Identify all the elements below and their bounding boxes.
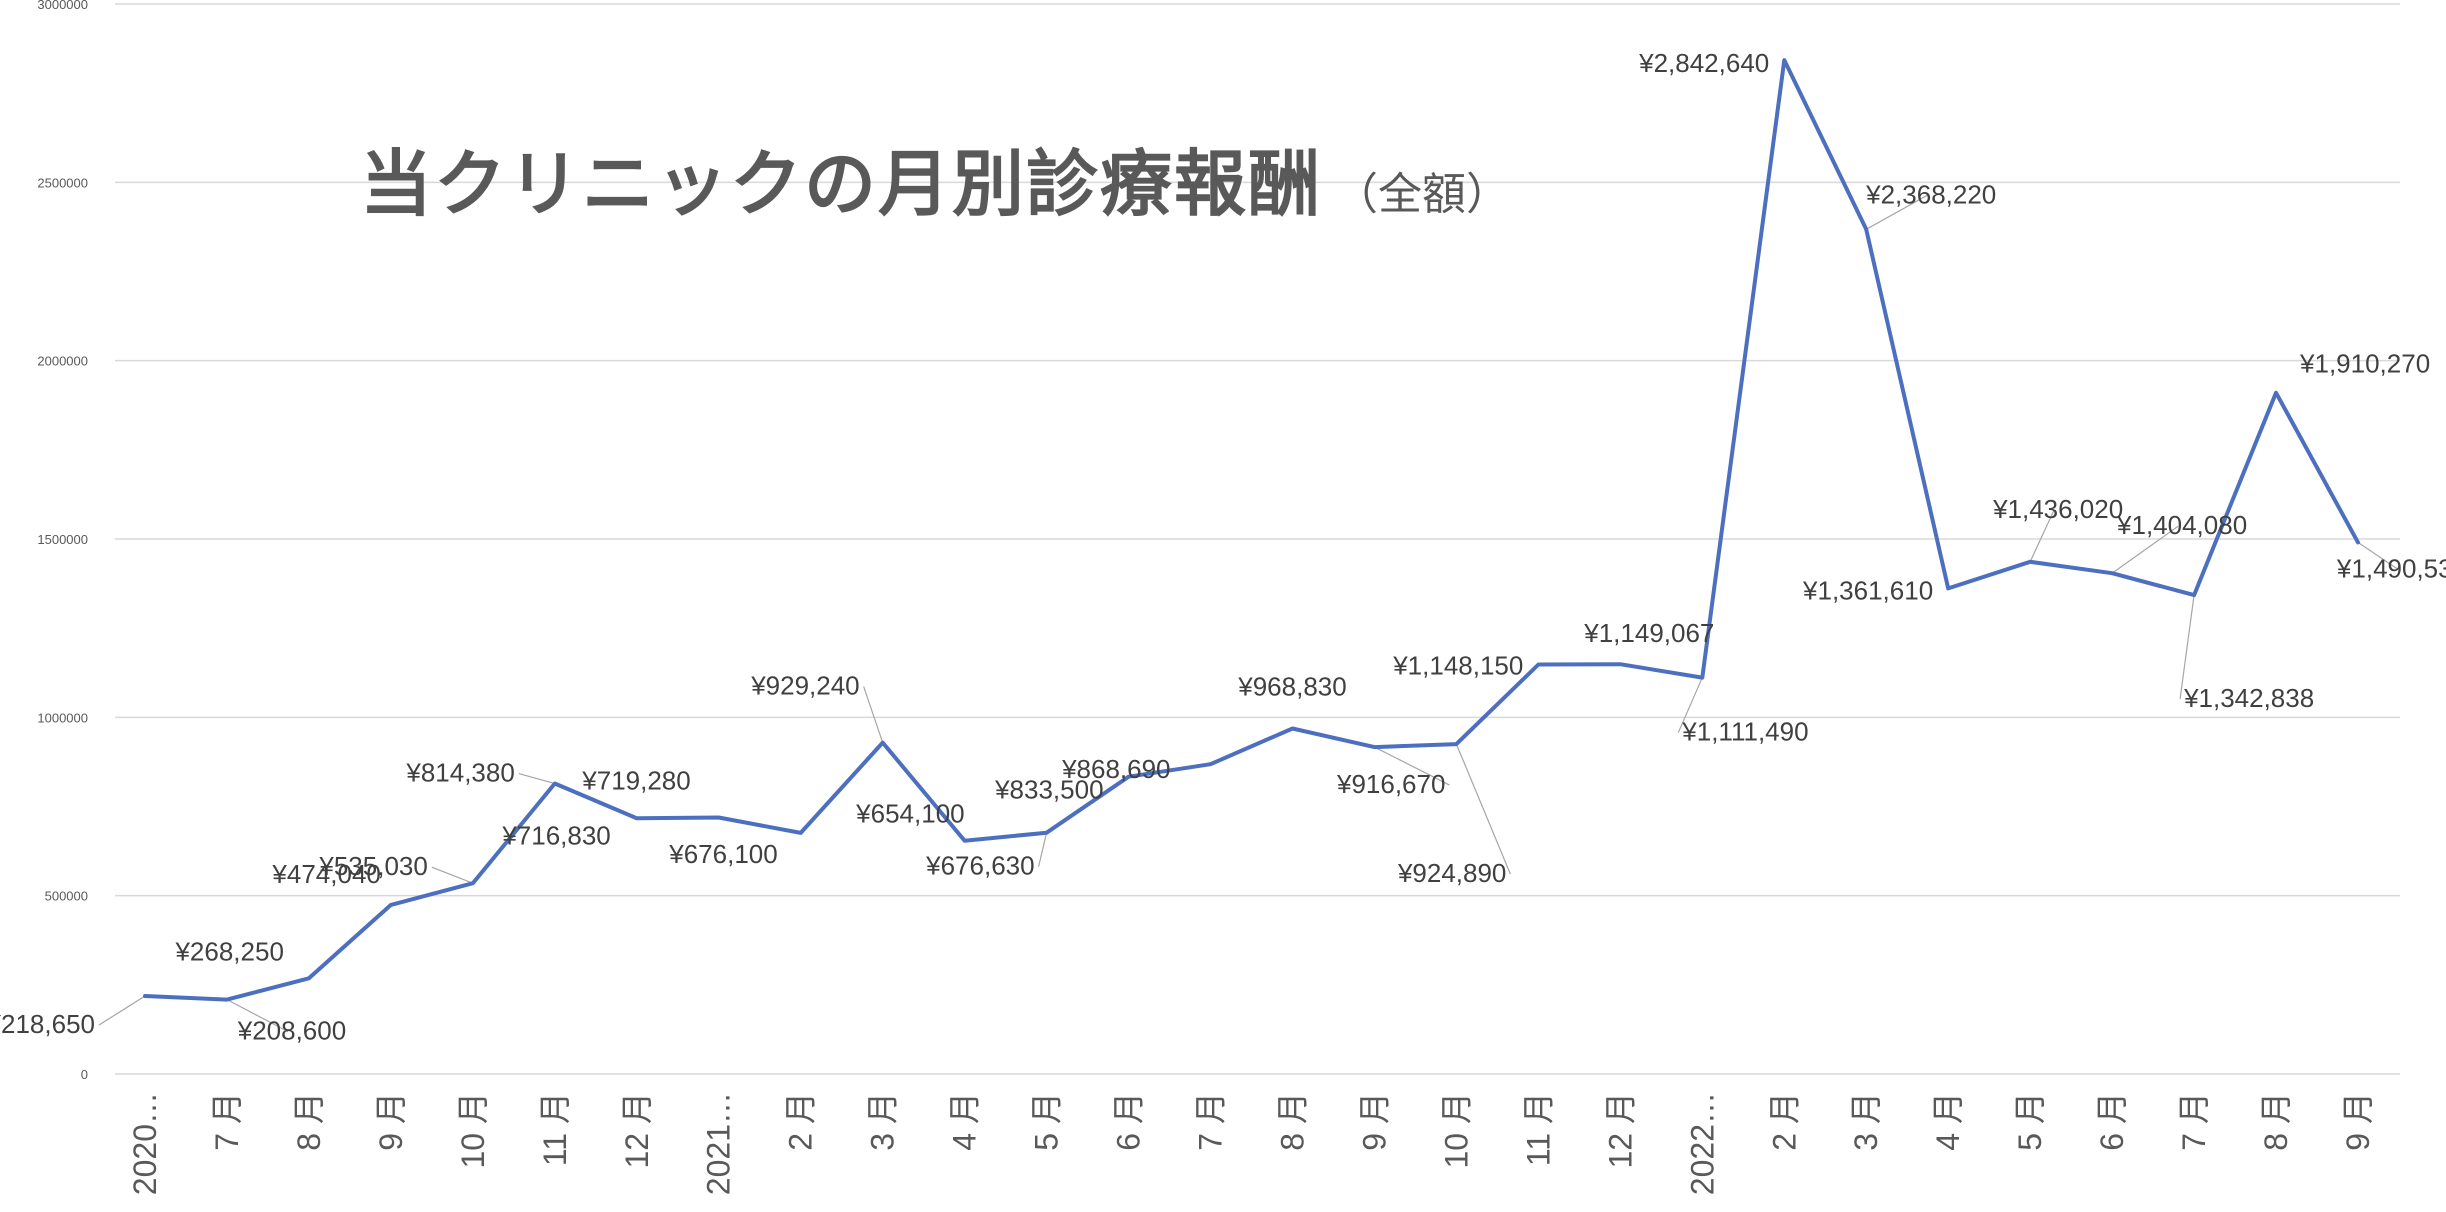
- data-label: ¥1,436,020: [1992, 494, 2123, 524]
- x-tick-label: 6 月: [2094, 1092, 2130, 1151]
- data-label: ¥474,040: [271, 859, 380, 889]
- data-label: ¥1,361,610: [1802, 575, 1933, 605]
- data-label: ¥208,600: [237, 1016, 346, 1046]
- x-tick-label: 10 月: [455, 1092, 491, 1169]
- x-axis-ticks: 2020… 7 月 8 月 9 月 10 月 11 月 12 月 2021… 2 月 3 月 4 月…: [127, 1092, 2376, 1195]
- data-label-leader: [431, 866, 474, 884]
- y-tick-label: 1000000: [37, 710, 88, 725]
- data-label: ¥676,100: [668, 839, 777, 869]
- data-label-leader: [518, 772, 555, 785]
- y-tick-label: 0: [81, 1067, 88, 1082]
- x-tick-label: 5 月: [2012, 1092, 2048, 1151]
- series-line-group: [143, 58, 2360, 1002]
- x-tick-label: 7 月: [2176, 1092, 2212, 1151]
- x-tick-label: 8 月: [2258, 1092, 2294, 1151]
- data-label: ¥268,250: [174, 936, 283, 966]
- x-tick-label: 9 月: [373, 1092, 409, 1151]
- x-tick-label: 4 月: [1930, 1092, 1966, 1151]
- x-tick-label: 9 月: [2340, 1092, 2376, 1151]
- data-label: ¥868,690: [1061, 754, 1170, 784]
- data-label: ¥1,148,150: [1392, 650, 1523, 680]
- data-label: ¥814,380: [405, 758, 514, 788]
- y-tick-label: 1500000: [37, 532, 88, 547]
- x-tick-label: 12 月: [619, 1092, 655, 1169]
- x-tick-label: 2020…: [127, 1092, 163, 1195]
- data-label-leaders: [98, 194, 2399, 1033]
- data-label: ¥654,100: [855, 799, 964, 829]
- x-tick-label: 3 月: [865, 1092, 901, 1151]
- data-label: ¥1,342,838: [2183, 683, 2314, 713]
- data-label: ¥1,149,067: [1583, 618, 1714, 648]
- data-label-leader: [2179, 594, 2195, 700]
- data-label: ¥833,500: [994, 775, 1103, 805]
- x-tick-label: 7 月: [1193, 1092, 1229, 1151]
- data-label: ¥2,368,220: [1865, 179, 1996, 209]
- x-tick-label: 2021…: [701, 1092, 737, 1195]
- x-tick-label: 10 月: [1438, 1092, 1474, 1169]
- data-label: ¥1,111,490: [1681, 717, 1808, 747]
- data-label-leader: [1677, 677, 1703, 733]
- data-label-leader: [2029, 509, 2055, 563]
- data-label: ¥1,910,270: [2299, 349, 2430, 379]
- x-tick-label: 5 月: [1029, 1092, 1065, 1151]
- data-label-leader: [2111, 525, 2179, 574]
- x-tick-label: 4 月: [947, 1092, 983, 1151]
- chart-title: 当クリニックの月別診療報酬: [360, 142, 1323, 226]
- data-label: ¥218,650: [0, 1009, 95, 1039]
- gridlines: [115, 3, 2400, 1075]
- x-tick-label: 9 月: [1356, 1092, 1392, 1151]
- data-label: ¥929,240: [750, 671, 859, 701]
- chart-subtitle: （全額）: [1334, 169, 1511, 220]
- data-label: ¥916,670: [1336, 769, 1445, 799]
- y-tick-label: 500000: [45, 889, 88, 904]
- x-tick-label: 8 月: [1274, 1092, 1310, 1151]
- chart-title-block: 当クリニックの月別診療報酬 （全額）: [360, 125, 1510, 230]
- y-tick-label: 2000000: [37, 354, 88, 369]
- x-tick-label: 3 月: [1848, 1092, 1884, 1151]
- data-label: ¥535,030: [318, 851, 427, 881]
- x-tick-label: 8 月: [291, 1092, 327, 1151]
- data-label-leader: [863, 686, 884, 743]
- data-label-leader: [2357, 541, 2399, 570]
- data-label: ¥1,404,080: [2116, 510, 2247, 540]
- x-tick-label: 2 月: [783, 1092, 819, 1151]
- data-label: ¥924,890: [1397, 858, 1506, 888]
- data-label: ¥2,842,640: [1638, 48, 1769, 78]
- x-tick-label: 2 月: [1766, 1092, 1802, 1151]
- x-tick-label: 6 月: [1111, 1092, 1147, 1151]
- x-tick-label: 11 月: [1520, 1092, 1556, 1166]
- data-label-leader: [98, 995, 146, 1026]
- data-label-leader: [226, 999, 289, 1033]
- series-line: [143, 58, 2360, 1002]
- x-tick-label: 12 月: [1602, 1092, 1638, 1169]
- y-axis-ticks: 0 500000 1000000 1500000 2000000 2500000 30000…: [37, 0, 88, 1082]
- data-label: ¥968,830: [1237, 671, 1346, 701]
- x-tick-label: 2022…: [1684, 1092, 1720, 1195]
- x-tick-label: 11 月: [537, 1092, 573, 1166]
- data-label: ¥719,280: [581, 765, 690, 795]
- y-tick-label: 2500000: [37, 175, 88, 190]
- data-label: ¥676,630: [925, 851, 1034, 881]
- data-label-leader: [1455, 743, 1511, 875]
- data-label: ¥716,830: [501, 820, 610, 850]
- data-labels: ¥218,650 ¥208,600 ¥268,250 ¥474,040¥535,030…: [0, 48, 2446, 1045]
- data-label-leader: [1865, 194, 1928, 230]
- data-label: ¥1,490,530: [2336, 553, 2446, 583]
- data-label-leader: [1374, 746, 1450, 786]
- data-label-leader: [1038, 832, 1048, 867]
- y-tick-label: 3000000: [37, 0, 88, 12]
- x-tick-label: 7 月: [209, 1092, 245, 1151]
